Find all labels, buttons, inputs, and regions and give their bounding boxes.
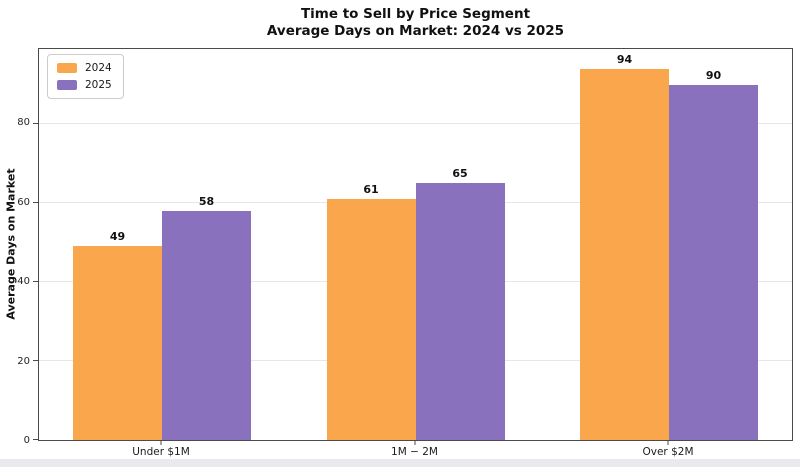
y-tick-mark [33,439,38,440]
y-tick-label: 60 [17,196,30,208]
legend-swatch-2024 [57,63,77,73]
bar-2024-over-2m: 94 [580,53,669,440]
bar-2024-under-1m: 49 [73,230,162,440]
x-tick-mark [160,441,162,445]
x-category-label-1m-2m: 1M − 2M [391,446,438,458]
x-axis: Under $1M 1M − 2M Over $2M [38,441,793,463]
page-background-strip [0,459,800,467]
x-category-label-under-1m: Under $1M [132,446,190,458]
legend-label: 2025 [85,79,112,91]
bar-value-label: 58 [198,194,215,208]
y-axis: 0 20 40 60 80 [0,48,30,446]
bar-2024-1m-2m: 61 [326,183,416,440]
legend-swatch-2025 [57,80,77,90]
y-tick-label: 40 [17,276,30,288]
y-tick-mark [33,281,38,283]
chart-title: Time to Sell by Price Segment [300,6,531,22]
bar-2025-over-2m: 90 [669,69,758,440]
plot-area: 2024 2025 49 58 61 65 94 90 [33,48,793,441]
bar-2025-1m-2m: 65 [415,167,505,440]
legend-label: 2024 [85,62,112,74]
bar-2025-under-1m: 58 [162,195,251,440]
bar-value-label: 49 [109,230,126,244]
bar-value-label: 61 [363,183,379,197]
bar-value-label: 94 [616,52,633,66]
y-tick-mark [33,123,38,125]
x-tick-mark [667,441,669,445]
legend: 2024 2025 [47,54,124,99]
bar-group-1m-2m: 61 65 [326,49,505,440]
y-tick-label: 80 [17,117,30,129]
bar-value-label: 90 [705,68,722,82]
legend-item-2024: 2024 [57,62,112,74]
y-tick-mark [33,202,38,204]
x-tick-mark [414,441,415,445]
y-tick-label: 20 [17,355,30,367]
bar-group-over-2m: 94 90 [580,49,758,440]
y-tick-label: 0 [23,435,30,446]
bar-value-label: 65 [452,167,468,181]
legend-item-2025: 2025 [57,79,112,91]
y-tick-mark [33,360,38,362]
x-category-label-over-2m: Over $2M [642,446,694,458]
gridline [39,123,792,125]
title-block: Time to Sell by Price Segment Average Da… [38,6,793,40]
bar-group-under-1m: 49 58 [73,49,251,440]
chart-subtitle: Average Days on Market: 2024 vs 2025 [266,23,565,39]
